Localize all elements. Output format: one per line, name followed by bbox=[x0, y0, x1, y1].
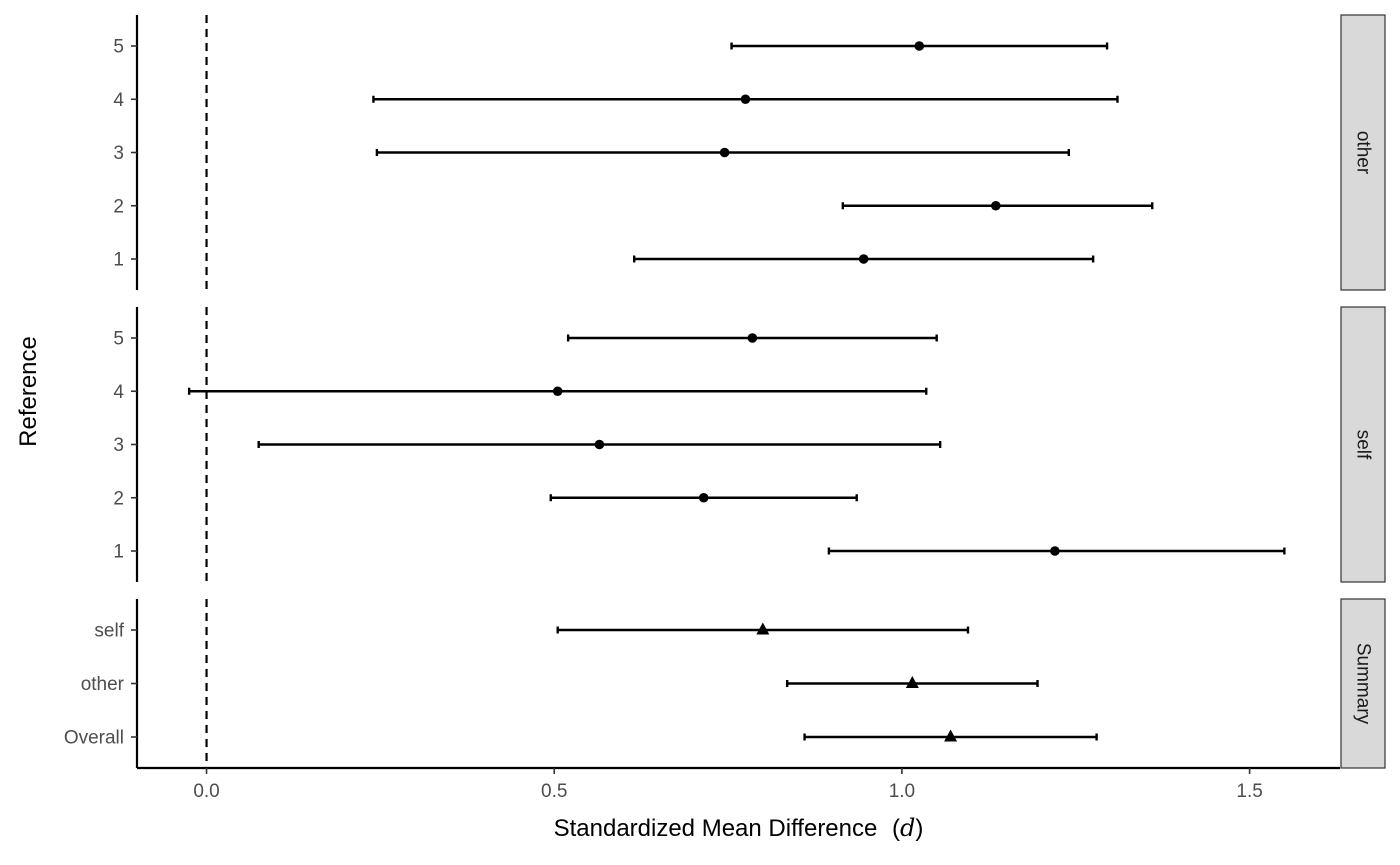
x-axis-title-symbol: d bbox=[900, 814, 915, 842]
y-tick-label: 2 bbox=[113, 488, 124, 509]
panels-layer: 5 4 3 2 1 5 4 3 2 1 self other Overall bbox=[64, 15, 139, 768]
study-estimate-point bbox=[914, 41, 925, 51]
y-tick-label: 5 bbox=[113, 37, 124, 58]
y-axis-title: Reference bbox=[15, 336, 42, 447]
x-axis-title-text: Standardized Mean Difference bbox=[554, 815, 878, 842]
x-tick-label: 0.5 bbox=[541, 781, 567, 802]
y-tick-label: 3 bbox=[113, 435, 124, 456]
y-tick-label: 1 bbox=[113, 250, 124, 271]
study-estimate-point bbox=[858, 254, 869, 264]
study-estimate-point bbox=[740, 94, 751, 105]
y-tick-label: 2 bbox=[113, 196, 124, 217]
facet-strip-self bbox=[1340, 306, 1386, 583]
x-axis-title: Standardized Mean Difference (d) bbox=[554, 814, 924, 842]
facet-strip-label: self bbox=[1353, 430, 1374, 460]
y-tick-label: 5 bbox=[113, 329, 124, 350]
facet-strip-other bbox=[1340, 14, 1386, 291]
study-estimate-point bbox=[1050, 546, 1060, 556]
y-tick-label: 1 bbox=[113, 542, 124, 563]
summary-estimate-triangle bbox=[944, 729, 958, 742]
study-estimate-point bbox=[990, 200, 1001, 211]
summary-estimate-triangle bbox=[756, 622, 770, 635]
y-tick-label: self bbox=[94, 621, 124, 642]
study-estimate-point bbox=[552, 386, 563, 397]
x-tick-label: 0.0 bbox=[193, 781, 219, 802]
facet-strip-label: other bbox=[1353, 131, 1374, 175]
study-estimate-point bbox=[747, 333, 758, 343]
summary-estimate-triangle bbox=[905, 676, 919, 688]
y-tick-label: 4 bbox=[113, 382, 124, 403]
strips-layer: other self Summary bbox=[1340, 14, 1386, 769]
study-estimate-point bbox=[594, 439, 605, 450]
marks-layer bbox=[187, 41, 1286, 742]
x-axis-title-open-paren: ( bbox=[892, 815, 900, 842]
x-tick-label: 1.5 bbox=[1236, 781, 1262, 802]
x-axis: 0.0 0.5 1.0 1.5 bbox=[137, 766, 1340, 802]
x-tick-label: 1.0 bbox=[889, 781, 915, 802]
y-tick-label: 4 bbox=[113, 90, 124, 111]
x-axis-title-close-paren: ) bbox=[915, 815, 923, 842]
study-estimate-point bbox=[698, 492, 709, 503]
y-tick-label: other bbox=[81, 674, 125, 695]
study-estimate-point bbox=[719, 147, 730, 158]
facet-strip-label: Summary bbox=[1353, 643, 1374, 725]
y-tick-label: 3 bbox=[113, 143, 124, 164]
facet-strip-summary bbox=[1340, 598, 1386, 769]
y-tick-label: Overall bbox=[64, 728, 124, 749]
